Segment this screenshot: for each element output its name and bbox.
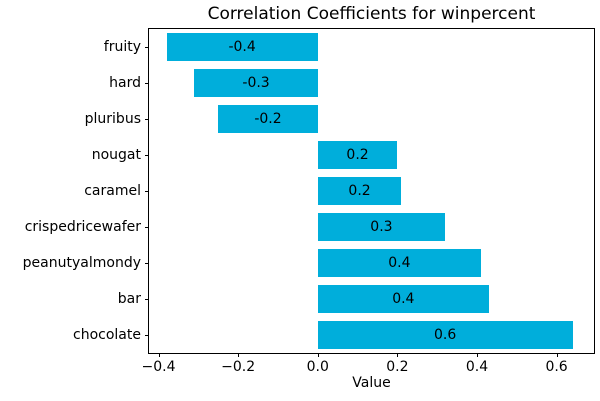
x-tick-mark <box>317 353 319 357</box>
bar <box>317 140 398 170</box>
bar-value-label: -0.4 <box>228 39 256 55</box>
x-tick-mark <box>397 353 399 357</box>
bar <box>194 68 318 98</box>
x-tick-mark <box>556 353 558 357</box>
bar-value-label: 0.2 <box>346 147 369 163</box>
x-tick-mark <box>238 353 240 357</box>
y-tick-label: chocolate <box>73 327 141 343</box>
y-tick-label: crispedricewafer <box>24 219 141 235</box>
y-tick-mark <box>145 191 149 192</box>
x-tick-label: 0.6 <box>545 359 568 375</box>
y-tick-label: nougat <box>91 147 141 163</box>
y-tick-label: peanutyalmondy <box>22 255 141 271</box>
bar <box>317 176 402 206</box>
chart-title: Correlation Coefficients for winpercent <box>207 4 536 24</box>
bar-value-label: -0.2 <box>254 111 282 127</box>
y-tick-mark <box>145 335 149 336</box>
bar <box>218 104 318 134</box>
x-tick-mark <box>476 353 478 357</box>
x-tick-label: 0.2 <box>386 359 409 375</box>
bar <box>317 284 489 314</box>
x-tick-label: −0.2 <box>221 359 256 375</box>
bar <box>317 212 446 242</box>
y-tick-label: hard <box>109 75 141 91</box>
bar-value-label: 0.6 <box>433 327 457 343</box>
bar <box>166 32 318 62</box>
y-tick-mark <box>145 47 149 48</box>
y-tick-mark <box>145 263 149 264</box>
y-tick-mark <box>145 83 149 84</box>
x-tick-mark <box>158 353 160 357</box>
y-tick-label: pluribus <box>84 111 141 127</box>
bar-value-label: 0.3 <box>370 219 393 235</box>
bar-value-label: 0.4 <box>388 255 411 271</box>
bar-value-label: 0.2 <box>348 183 371 199</box>
y-tick-mark <box>145 155 149 156</box>
bar-value-label: 0.4 <box>392 291 415 307</box>
bar-value-label: -0.3 <box>242 75 270 91</box>
y-tick-mark <box>145 299 149 300</box>
y-tick-mark <box>145 119 149 120</box>
x-axis-label: Value <box>352 375 391 391</box>
x-tick-label: 0.0 <box>306 359 329 375</box>
bar <box>317 248 481 278</box>
x-tick-label: 0.4 <box>465 359 489 375</box>
bar <box>317 320 573 350</box>
y-tick-label: bar <box>117 291 141 307</box>
y-tick-label: caramel <box>84 183 141 199</box>
y-tick-label: fruity <box>103 39 141 55</box>
x-tick-label: −0.4 <box>141 359 176 375</box>
y-tick-mark <box>145 227 149 228</box>
axes-frame: -0.4 fruity -0.3 hard -0.2 pluribus 0.2 nougat 0… <box>23 28 595 375</box>
